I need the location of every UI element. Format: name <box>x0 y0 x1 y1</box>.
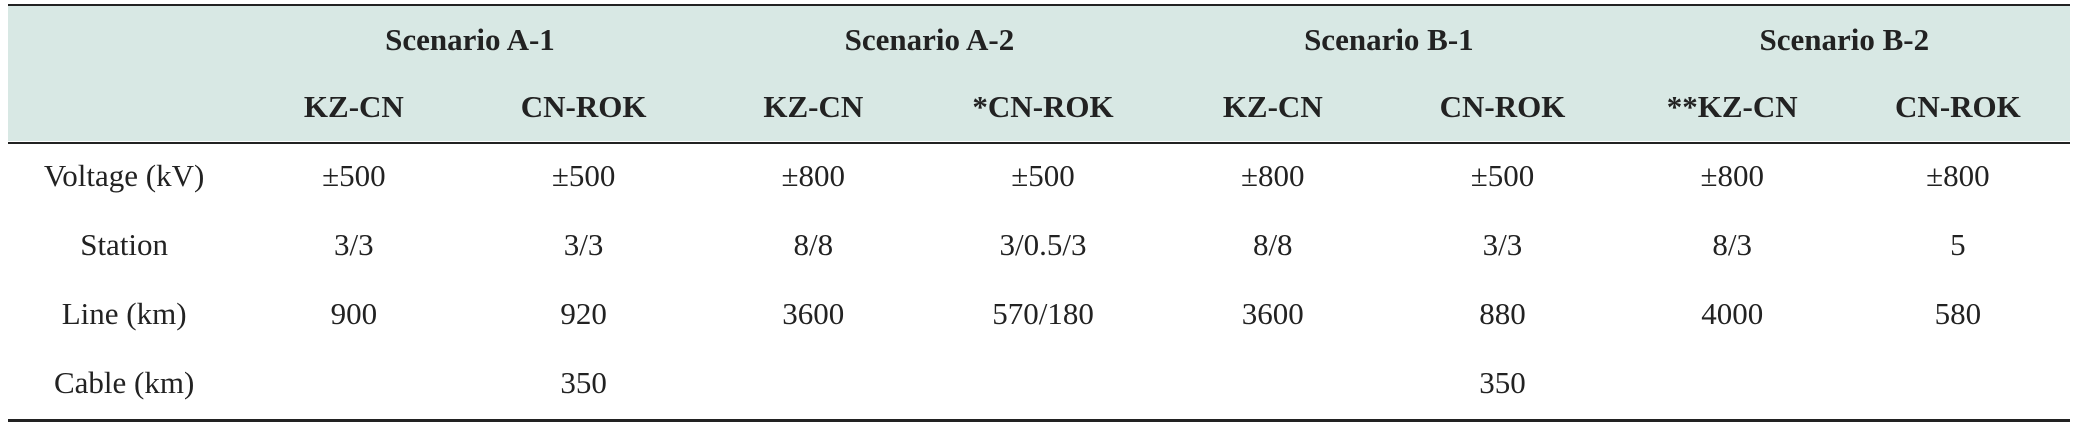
table-top-rule <box>8 4 2070 7</box>
row-label: Cable (km) <box>53 364 195 400</box>
scenario-b1-underline <box>1160 74 1606 76</box>
column-header: **KZ-CN <box>1666 89 1798 124</box>
column-header: CN-ROK <box>1895 89 2021 124</box>
table-cell: 5 <box>1950 226 1966 262</box>
row-label: Voltage (kV) <box>43 157 205 193</box>
table-cell: ±800 <box>1926 157 1990 193</box>
scenario-comparison-table: Scenario A-1 Scenario A-2 Scenario B-1 S… <box>8 6 2070 417</box>
table-cell: 580 <box>1934 295 1982 331</box>
scenario-header-a1: Scenario A-1 <box>385 21 555 57</box>
table-row-cable: Cable (km) 350 350 <box>8 348 2070 417</box>
table-cell: ±800 <box>1700 157 1764 193</box>
table-cell: 570/180 <box>992 295 1094 331</box>
table-cell: ±500 <box>1470 157 1535 193</box>
table-cell: 3/3 <box>1482 226 1523 262</box>
scenario-a1-underline <box>286 74 686 76</box>
scenario-header-row: Scenario A-1 Scenario A-2 Scenario B-1 S… <box>8 6 2070 73</box>
table-cell: 920 <box>560 295 607 331</box>
table-cell: 8/3 <box>1712 226 1753 262</box>
corner-cell-sub <box>8 73 240 141</box>
table-bottom-rule <box>8 419 2070 422</box>
table-cell: 350 <box>560 364 607 400</box>
table-cell <box>927 348 1159 417</box>
table-cell: 3/3 <box>334 226 374 262</box>
row-label: Line (km) <box>61 295 187 331</box>
table-cell <box>700 348 927 417</box>
column-header: KZ-CN <box>303 89 404 124</box>
table-cell: 4000 <box>1701 295 1764 331</box>
table-row-voltage: Voltage (kV) ±500 ±500 ±800 ±500 ±800 ±5… <box>8 141 2070 210</box>
table-cell: 350 <box>1479 364 1526 400</box>
table-cell <box>1846 348 2070 417</box>
corner-cell <box>8 6 240 73</box>
table-cell: ±800 <box>781 157 846 193</box>
table-row-line: Line (km) 900 920 3600 570/180 3600 880 … <box>8 279 2070 348</box>
table-cell: ±500 <box>1011 157 1075 193</box>
table-cell <box>240 348 467 417</box>
column-header: KZ-CN <box>763 89 864 124</box>
scenario-header-b2: Scenario B-2 <box>1759 21 1930 57</box>
column-header: *CN-ROK <box>972 89 1114 124</box>
table-cell: 900 <box>330 295 378 331</box>
table-cell: ±800 <box>1241 157 1305 193</box>
column-header: KZ-CN <box>1222 89 1323 124</box>
table-cell: ±500 <box>551 157 616 193</box>
header-bottom-rule <box>8 142 2070 144</box>
column-header: CN-ROK <box>1439 89 1566 124</box>
scenario-a2-underline <box>700 74 1146 76</box>
table-cell: 3600 <box>782 295 845 331</box>
scenario-header-a2: Scenario A-2 <box>844 21 1015 57</box>
column-header-row: KZ-CN CN-ROK KZ-CN *CN-ROK KZ-CN CN-ROK … <box>8 73 2070 141</box>
row-label: Station <box>80 226 169 262</box>
table-row-station: Station 3/3 3/3 8/8 3/0.5/3 8/8 3/3 8/3 … <box>8 210 2070 279</box>
table-cell: 880 <box>1479 295 1526 331</box>
scenario-b2-underline <box>1620 74 2070 76</box>
table-cell: 8/8 <box>1252 226 1293 262</box>
table-cell: 3/3 <box>563 226 604 262</box>
scenario-header-b1: Scenario B-1 <box>1304 21 1474 57</box>
table-cell <box>1159 348 1386 417</box>
table-cell <box>1619 348 1846 417</box>
table-cell: ±500 <box>322 157 386 193</box>
column-header: CN-ROK <box>520 89 647 124</box>
table-cell: 8/8 <box>793 226 834 262</box>
table-cell: 3/0.5/3 <box>999 226 1087 262</box>
table-cell: 3600 <box>1241 295 1304 331</box>
